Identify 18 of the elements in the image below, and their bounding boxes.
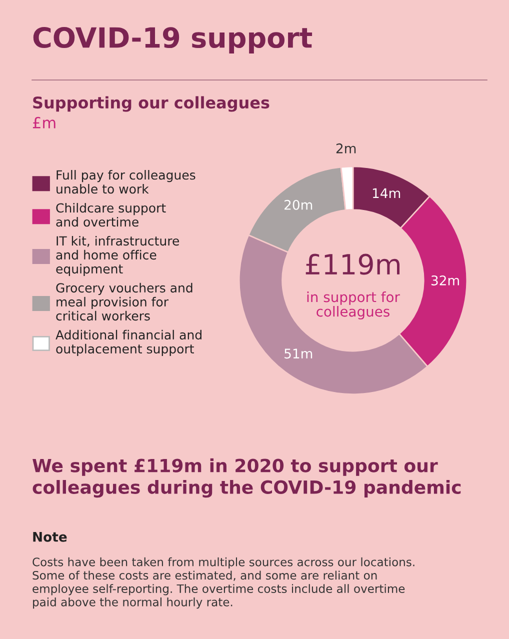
data-label: 20m — [284, 200, 312, 210]
data-label: 32m — [431, 275, 459, 286]
chart-subtitle: Supporting our colleagues — [33, 96, 270, 112]
text: in support for colleagues — [307, 291, 400, 320]
text: We spent £119m in 2020 to support our colleagues during the COVID-19 pandemic — [32, 458, 461, 498]
legend-label: Childcare support and overtime — [56, 202, 166, 227]
legend-label: IT kit, infrastructure and home office equipment — [56, 236, 180, 276]
legend-label: Additional financial and outplacement support — [56, 330, 202, 356]
text: Costs have been taken from multiple sources across our locations. Some of these costs are estimated, and some are reliant on employee self-reporting. The overtime costs include all overtime paid above the normal hourly rate. — [32, 557, 414, 609]
text: £119m — [306, 254, 400, 275]
data-label: 2m — [336, 143, 356, 154]
text: £m — [32, 116, 56, 128]
legend-label: Grocery vouchers and meal provision for critical workers — [56, 282, 192, 321]
text: Note — [33, 532, 67, 542]
data-label: 14m — [372, 188, 400, 198]
chart-title: COVID-19 support — [33, 27, 312, 54]
legend-label: Full pay for colleagues unable to work — [56, 170, 196, 194]
data-label: 51m — [284, 348, 312, 359]
